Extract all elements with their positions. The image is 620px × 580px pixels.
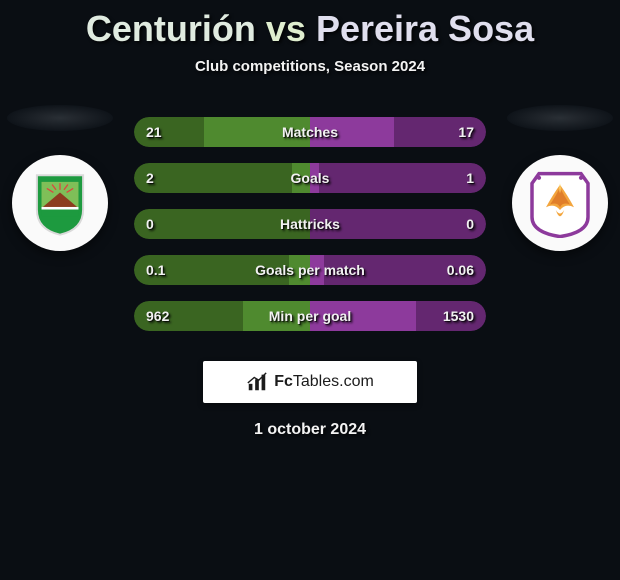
stat-row: Goals per match 0.1 0.06 (134, 255, 486, 285)
stat-row: Goals 2 1 (134, 163, 486, 193)
stat-label: Matches (282, 124, 338, 140)
ellipse-shadow-icon (507, 105, 613, 131)
stat-value-right: 1 (466, 170, 474, 186)
stat-value-left: 21 (146, 124, 162, 140)
player1-column (0, 105, 120, 251)
stat-value-right: 1530 (443, 308, 474, 324)
subtitle: Club competitions, Season 2024 (0, 58, 620, 75)
brand-box[interactable]: FcTables.com (203, 361, 417, 403)
player2-column (500, 105, 620, 251)
brand-name: FcTables.com (274, 373, 374, 391)
comparison-arena: Matches2117Goals21Hattricks00Goals per m… (0, 117, 620, 331)
stat-value-right: 0 (466, 216, 474, 232)
player2-name: Pereira Sosa (316, 8, 534, 49)
stat-label: Hattricks (280, 216, 340, 232)
stat-value-left: 2 (146, 170, 154, 186)
club-crest-right-icon (525, 168, 595, 238)
stat-row: Hattricks 0 0 (134, 209, 486, 239)
stat-value-right: 17 (458, 124, 474, 140)
stat-label: Goals (291, 170, 330, 186)
ellipse-shadow-icon (7, 105, 113, 131)
snapshot-date: 1 october 2024 (0, 421, 620, 439)
stat-row: Min per goal 962 1530 (134, 301, 486, 331)
vs-word: vs (266, 8, 306, 49)
stat-value-left: 0.1 (146, 262, 165, 278)
stat-value-right: 0.06 (447, 262, 474, 278)
stat-value-left: 0 (146, 216, 154, 232)
stat-label: Min per goal (269, 308, 351, 324)
player1-club-badge (12, 155, 108, 251)
stat-value-left: 962 (146, 308, 169, 324)
club-crest-left-icon (27, 170, 93, 236)
comparison-title: Centurión vs Pereira Sosa (0, 0, 620, 50)
stat-label: Goals per match (255, 262, 365, 278)
chart-icon (246, 371, 268, 393)
player2-club-badge (512, 155, 608, 251)
player1-name: Centurión (86, 8, 256, 49)
stat-rows: Matches2117Goals21Hattricks00Goals per m… (134, 117, 486, 331)
stat-row: Matches 21 17 (134, 117, 486, 147)
